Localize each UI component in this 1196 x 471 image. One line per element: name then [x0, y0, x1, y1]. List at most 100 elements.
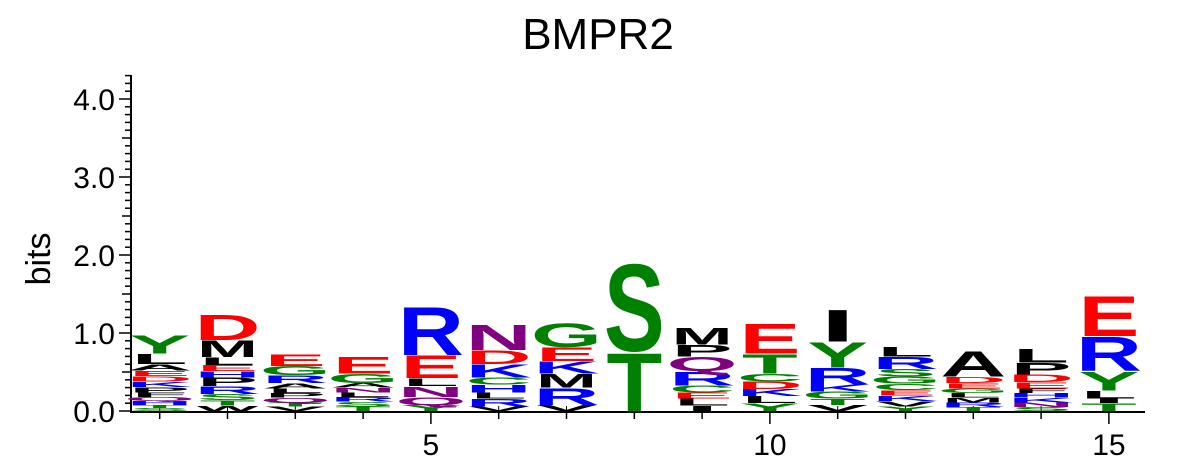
y-tick-label: 2.0 — [73, 240, 115, 273]
logo-letter-R-pos-3: R — [262, 373, 328, 385]
logo-letter-L-pos-10: L — [742, 394, 798, 405]
logo-letter-M-pos-7: M — [536, 370, 597, 392]
logo-letter-P-pos-3: P — [265, 392, 326, 399]
logo-letter-R-pos-7: R — [534, 384, 600, 410]
logo-letter-G-pos-12: G — [870, 375, 941, 386]
logo-letter-E-pos-9: E — [672, 391, 733, 401]
x-tick-label: 5 — [423, 429, 440, 462]
logo-letter-E-pos-10: E — [739, 316, 800, 363]
logo-letter-K-pos-7: K — [534, 358, 600, 377]
logo-letter-L-pos-4: L — [335, 391, 391, 398]
logo-letter-A-pos-3: A — [262, 381, 328, 390]
logo-letter-R-pos-11: R — [805, 363, 871, 389]
logo-letter-T-pos-3: T — [267, 401, 323, 407]
logo-letter-Y-pos-12: Y — [875, 405, 936, 412]
logo-letter-L-pos-6: L — [471, 391, 527, 401]
logo-letter-T-pos-8: T — [606, 336, 662, 430]
logo-letter-P-pos-1: P — [129, 385, 190, 394]
logo-letter-D-pos-13: D — [940, 375, 1006, 385]
logo-letter-P-pos-9: P — [672, 342, 733, 360]
logo-letter-S-pos-8: S — [604, 239, 665, 378]
logo-letter-K-pos-11: K — [805, 383, 871, 394]
logo-letter-N-pos-14: N — [1008, 401, 1074, 408]
logo-letter-G-pos-7: G — [531, 316, 602, 355]
logo-letter-E-pos-7: E — [536, 343, 597, 365]
logo-letter-E-pos-3: E — [265, 351, 326, 369]
logo-letter-T-pos-13: T — [945, 406, 1001, 412]
logo-letter-F-pos-14: F — [1013, 387, 1069, 394]
logo-letter-H-pos-6: H — [466, 382, 532, 394]
logo-letter-A-pos-13: A — [940, 344, 1006, 384]
logo-letter-L-pos-2: L — [200, 355, 256, 367]
logo-letter-N-pos-4: N — [330, 386, 396, 393]
logo-letter-L-pos-9: L — [674, 397, 730, 408]
logo-letter-M-pos-13: M — [943, 397, 1004, 404]
logo-letter-S-pos-2: S — [197, 392, 258, 402]
logo-letter-T-pos-2: T — [200, 399, 256, 408]
logo-letter-T-pos-1: T — [132, 404, 188, 409]
logo-letter-R-pos-12: R — [873, 353, 939, 372]
logo-letter-L-pos-1: L — [132, 351, 188, 368]
logo-letter-R-pos-4: R — [330, 396, 396, 403]
logo-letter-G-pos-11: G — [802, 390, 873, 401]
logo-letter-E-pos-15: E — [1078, 285, 1139, 349]
logo-letter-S-pos-14: S — [1011, 406, 1072, 412]
logo-letter-F-pos-1: F — [132, 391, 188, 398]
logo-letter-L-pos-15: L — [1081, 389, 1137, 401]
logo-letter-R-pos-5: R — [398, 294, 464, 370]
logo-letter-C-pos-9: C — [669, 383, 735, 394]
logo-letter-H-pos-2: H — [195, 370, 261, 380]
logo-letter-I-pos-15: I — [1092, 397, 1126, 404]
logo-letter-E-pos-2: E — [197, 363, 258, 373]
logo-letter-Y-pos-10: Y — [739, 401, 800, 413]
logo-letter-M-pos-2: M — [197, 336, 258, 362]
logo-letter-I-pos-11: I — [820, 300, 854, 351]
logo-letter-P-pos-2: P — [197, 375, 258, 388]
logo-letter-Q-pos-9: Q — [667, 353, 738, 376]
logo-letter-T-pos-4: T — [335, 405, 391, 412]
logo-letter-E-pos-1: E — [129, 369, 190, 378]
logo-letter-R-pos-6: R — [466, 396, 532, 408]
logo-letter-E-pos-4: E — [333, 352, 394, 378]
logo-letter-K-pos-10: K — [737, 387, 803, 398]
y-tick-label: 0.0 — [73, 396, 115, 429]
y-tick-label: 3.0 — [73, 162, 115, 195]
logo-letter-T-pos-15: T — [1081, 401, 1137, 413]
logo-letter-C-pos-6: C — [466, 376, 532, 387]
logo-letter-T-pos-10: T — [742, 349, 798, 380]
logo-letter-L-pos-3: L — [267, 387, 323, 394]
logo-letter-I-pos-9: I — [685, 404, 719, 413]
logo-letter-D-pos-2: D — [195, 307, 261, 347]
logo-letter-T-pos-11: T — [810, 397, 866, 407]
x-tick-label: 15 — [1092, 429, 1125, 462]
logo-letter-C-pos-12: C — [873, 382, 939, 392]
logo-letter-C-pos-10: C — [737, 372, 803, 384]
logo-letter-R-pos-9: R — [669, 368, 735, 390]
logo-letter-R-pos-13: R — [940, 401, 1006, 408]
logo-letter-P-pos-14: P — [1011, 360, 1072, 378]
logo-letter-L-pos-13: L — [945, 392, 1001, 399]
logo-letter-V-pos-3: V — [265, 405, 326, 412]
logo-letter-D-pos-14: D — [1008, 372, 1074, 384]
logo-letter-E-pos-13: E — [943, 381, 1004, 390]
logo-letter-Y-pos-11: Y — [807, 335, 868, 375]
logo-letter-V-pos-7: V — [536, 403, 597, 413]
logo-letter-L-pos-12: L — [878, 344, 934, 360]
logo-letter-K-pos-1: K — [127, 380, 193, 389]
logo-letter-W-pos-2: W — [197, 404, 259, 412]
logo-letter-E-pos-12: E — [875, 388, 936, 397]
logo-letter-R-pos-2: R — [195, 384, 261, 396]
logo-letter-A-pos-4: A — [330, 382, 396, 389]
logo-letter-N-pos-5: N — [398, 383, 464, 400]
logo-letter-N-pos-6: N — [466, 318, 532, 358]
logo-letter-K-pos-12: K — [873, 394, 939, 403]
y-tick-label: 4.0 — [73, 84, 115, 117]
logo-letter-A-pos-1: A — [127, 363, 193, 373]
logo-letter-Y-pos-1: Y — [129, 330, 190, 359]
logo-letter-L-pos-14: L — [1013, 345, 1069, 367]
x-tick-label: 10 — [753, 429, 786, 462]
logo-letter-Q-pos-1: Q — [124, 396, 195, 402]
logo-letter-V-pos-6: V — [468, 405, 529, 412]
